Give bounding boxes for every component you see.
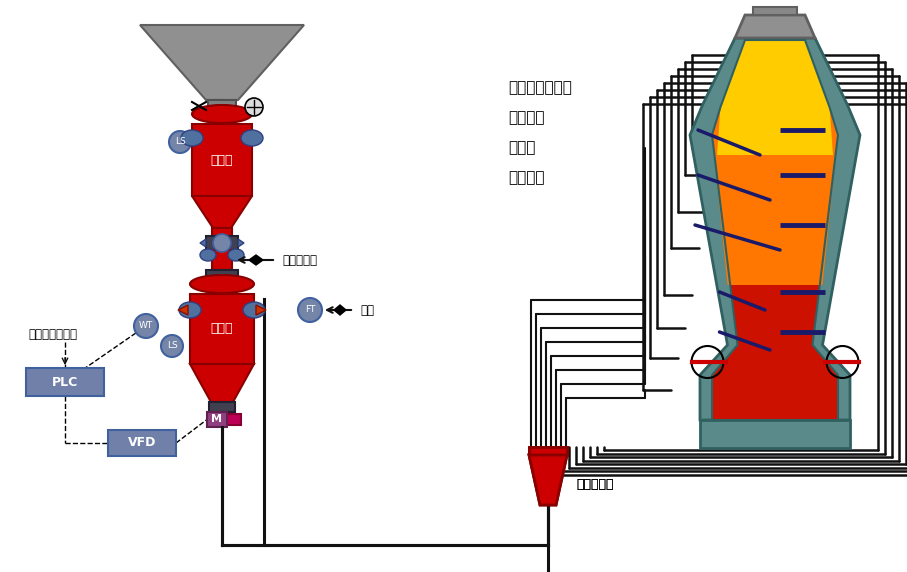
Polygon shape — [192, 196, 252, 228]
Text: 炼铁高炉: 炼铁高炉 — [508, 110, 544, 125]
Text: 喷吹罐: 喷吹罐 — [210, 323, 233, 336]
Text: WT: WT — [139, 321, 153, 331]
Bar — [529, 447, 567, 455]
Bar — [212, 228, 232, 236]
Text: 循环流化床锅炉: 循环流化床锅炉 — [508, 81, 572, 96]
Text: 流化加压气: 流化加压气 — [282, 253, 317, 267]
Circle shape — [169, 131, 191, 153]
Text: 给料量连续可调: 给料量连续可调 — [28, 328, 77, 341]
Ellipse shape — [241, 130, 263, 146]
Polygon shape — [190, 364, 254, 402]
Text: 管路分配器: 管路分配器 — [576, 479, 613, 491]
Circle shape — [134, 314, 158, 338]
Ellipse shape — [181, 130, 203, 146]
Polygon shape — [249, 255, 263, 265]
Ellipse shape — [243, 302, 265, 318]
Text: 收料罐: 收料罐 — [210, 153, 233, 166]
Bar — [212, 250, 232, 270]
Bar — [190, 294, 254, 364]
Bar — [209, 402, 235, 412]
Text: 熔炼炉: 熔炼炉 — [508, 141, 535, 156]
Bar — [227, 414, 241, 425]
Ellipse shape — [192, 105, 252, 123]
Circle shape — [161, 335, 183, 357]
Polygon shape — [334, 305, 346, 315]
Polygon shape — [529, 455, 567, 505]
Circle shape — [298, 298, 322, 322]
Text: 气源: 气源 — [360, 304, 374, 316]
Ellipse shape — [213, 234, 231, 252]
Text: M: M — [211, 415, 222, 424]
Polygon shape — [529, 455, 567, 505]
Bar — [206, 236, 238, 250]
Polygon shape — [690, 38, 860, 420]
Bar — [700, 420, 850, 448]
Polygon shape — [712, 40, 838, 285]
Polygon shape — [238, 239, 244, 247]
Bar — [26, 368, 104, 396]
Polygon shape — [712, 40, 838, 420]
Text: LS: LS — [175, 137, 185, 146]
Bar — [529, 447, 567, 455]
Polygon shape — [140, 25, 304, 100]
Polygon shape — [717, 40, 833, 155]
Bar — [206, 270, 238, 284]
Polygon shape — [200, 239, 206, 247]
Text: FT: FT — [305, 305, 316, 315]
Bar — [108, 430, 176, 456]
Polygon shape — [178, 305, 188, 315]
Polygon shape — [256, 305, 266, 315]
Ellipse shape — [190, 275, 254, 293]
Bar — [208, 100, 236, 114]
Text: 管路分配器: 管路分配器 — [576, 479, 613, 491]
Circle shape — [245, 98, 263, 116]
Bar — [753, 7, 797, 15]
Polygon shape — [735, 15, 815, 38]
Text: 炼钢电炉: 炼钢电炉 — [508, 170, 544, 185]
Ellipse shape — [179, 302, 201, 318]
Text: VFD: VFD — [128, 436, 156, 450]
Ellipse shape — [200, 249, 216, 261]
Bar — [192, 124, 252, 196]
Text: PLC: PLC — [52, 375, 78, 388]
Text: LS: LS — [167, 341, 178, 351]
Ellipse shape — [228, 249, 244, 261]
Bar — [207, 412, 227, 427]
